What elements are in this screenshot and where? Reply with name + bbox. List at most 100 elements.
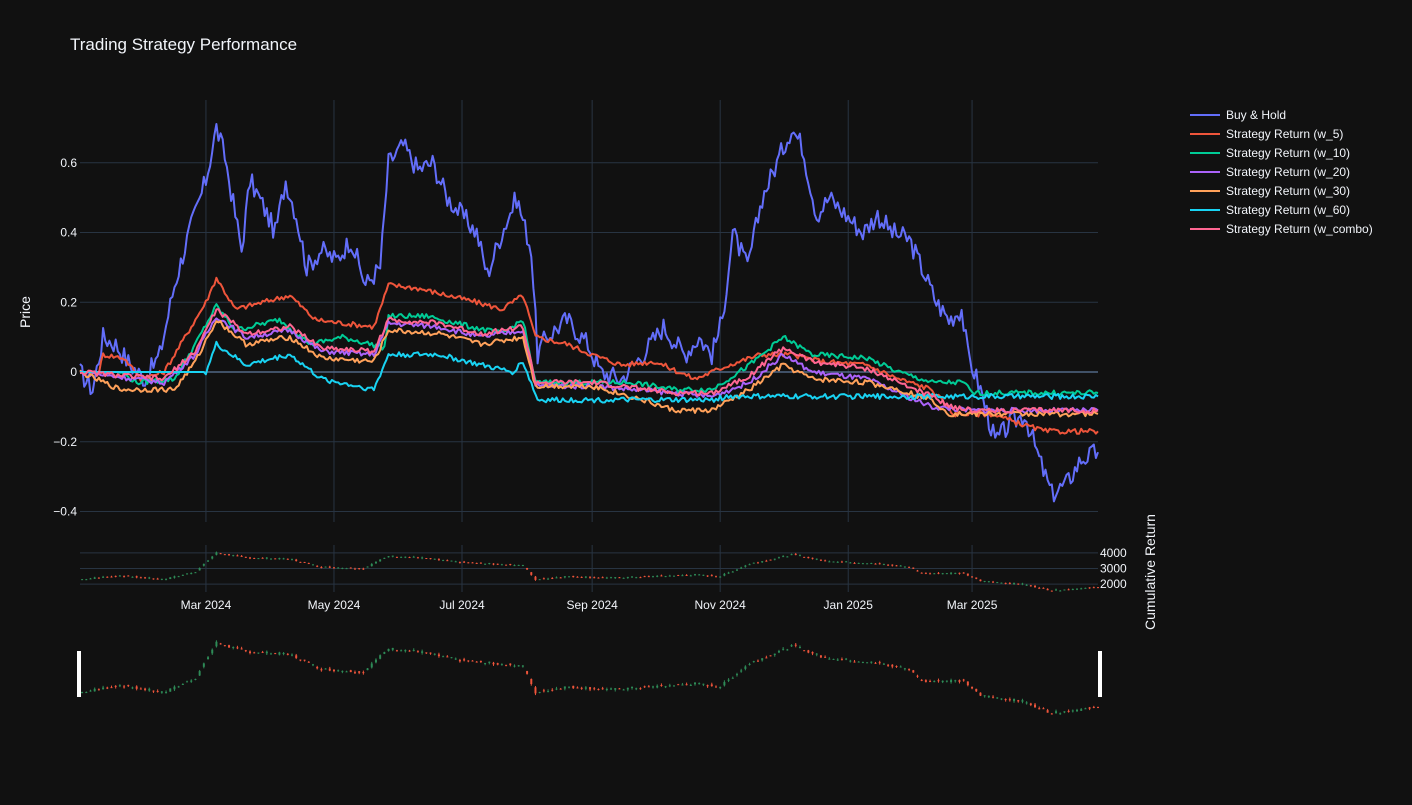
- candle-body: [937, 680, 940, 682]
- candle-body: [228, 645, 231, 648]
- candle-body: [1038, 708, 1041, 710]
- candle-body: [1059, 713, 1062, 715]
- date-tick-label: Nov 2024: [694, 598, 746, 612]
- candle-body: [374, 561, 377, 564]
- candle-body: [798, 555, 801, 557]
- candle-body: [223, 554, 226, 556]
- candle-body: [786, 556, 789, 558]
- candle-body: [85, 579, 88, 581]
- candle-body: [685, 575, 688, 577]
- candle-body: [954, 680, 957, 682]
- candle-body: [538, 691, 541, 693]
- candle-body: [693, 574, 696, 576]
- candle-body: [1050, 713, 1053, 715]
- candle-body: [207, 657, 210, 660]
- candle-body: [1059, 590, 1062, 592]
- candle-body: [345, 671, 348, 673]
- candle-body: [1071, 589, 1074, 591]
- candle-body: [597, 689, 600, 691]
- candle-body: [647, 576, 650, 578]
- candle-body: [639, 688, 642, 690]
- candle-body: [391, 647, 394, 650]
- candle-body: [102, 687, 105, 690]
- candle-body: [215, 552, 218, 555]
- candle-body: [181, 683, 184, 685]
- candle-body: [458, 659, 461, 662]
- candle-body: [744, 565, 747, 567]
- candle-body: [131, 687, 134, 689]
- legend-label: Strategy Return (w_combo): [1226, 222, 1373, 236]
- candle-body: [177, 686, 180, 688]
- legend-item[interactable]: Strategy Return (w_5): [1190, 127, 1343, 141]
- candle-body: [677, 575, 680, 577]
- legend-item[interactable]: Strategy Return (w_20): [1190, 165, 1350, 179]
- candle-body: [534, 576, 537, 580]
- candle-body: [429, 652, 432, 654]
- candle-body: [299, 561, 302, 563]
- candle-body: [1055, 711, 1058, 714]
- candle-body: [966, 681, 969, 686]
- candle-body: [433, 653, 436, 655]
- candle-body: [622, 577, 625, 579]
- candle-body: [576, 687, 579, 689]
- candle-body: [408, 557, 411, 559]
- legend-item[interactable]: Strategy Return (w_60): [1190, 203, 1350, 217]
- candle-body: [1021, 583, 1024, 585]
- range-slider-right-handle[interactable]: [1098, 651, 1102, 697]
- candle-body: [1017, 583, 1020, 585]
- candle-body: [660, 685, 663, 687]
- candle-body: [160, 578, 163, 580]
- candle-body: [1063, 589, 1066, 591]
- legend-item[interactable]: Buy & Hold: [1190, 108, 1286, 122]
- candle-body: [379, 655, 382, 659]
- candle-body: [505, 664, 508, 666]
- candle-body: [286, 653, 289, 655]
- candle-body: [912, 567, 915, 569]
- candle-body: [748, 663, 751, 665]
- candle-body: [551, 689, 554, 691]
- candle-body: [198, 567, 201, 571]
- candle-body: [748, 564, 751, 566]
- candle-body: [463, 561, 466, 563]
- candle-body: [416, 651, 419, 653]
- candle-body: [534, 687, 537, 694]
- legend-item[interactable]: Strategy Return (w_30): [1190, 184, 1350, 198]
- candle-body: [207, 560, 210, 562]
- candle-body: [765, 560, 768, 562]
- candle-body: [849, 562, 852, 564]
- chart-title: Trading Strategy Performance: [70, 35, 297, 54]
- legend-item[interactable]: Strategy Return (w_10): [1190, 146, 1350, 160]
- candle-body: [794, 553, 797, 555]
- candle-body: [1097, 587, 1099, 589]
- range-slider-left-handle[interactable]: [77, 651, 81, 697]
- candle-body: [740, 567, 743, 569]
- candle-body: [643, 686, 646, 688]
- candle-body: [903, 668, 906, 670]
- candle-body: [311, 664, 314, 666]
- candle-body: [870, 661, 873, 663]
- candle-body: [828, 561, 831, 563]
- candle-body: [777, 557, 780, 559]
- candle-body: [610, 577, 613, 579]
- candle-body: [601, 577, 604, 579]
- range-slider[interactable]: [77, 640, 1102, 715]
- candle-body: [353, 672, 356, 674]
- candle-body: [698, 683, 701, 685]
- candle-body: [576, 576, 579, 578]
- candle-body: [412, 649, 415, 651]
- candle-body: [954, 572, 957, 574]
- candle-body: [866, 662, 869, 664]
- candle-body: [761, 658, 764, 661]
- candle-body: [803, 650, 806, 652]
- candle-body: [265, 651, 268, 654]
- candle-body: [975, 688, 978, 692]
- legend-item[interactable]: Strategy Return (w_combo): [1190, 222, 1373, 236]
- candle-body: [1050, 590, 1053, 592]
- candle-body: [710, 684, 713, 687]
- candle-body: [681, 575, 684, 577]
- candle-body: [114, 685, 117, 687]
- candle-body: [723, 573, 726, 576]
- candle-body: [450, 657, 453, 659]
- candle-body: [882, 564, 885, 566]
- candle-body: [807, 556, 810, 559]
